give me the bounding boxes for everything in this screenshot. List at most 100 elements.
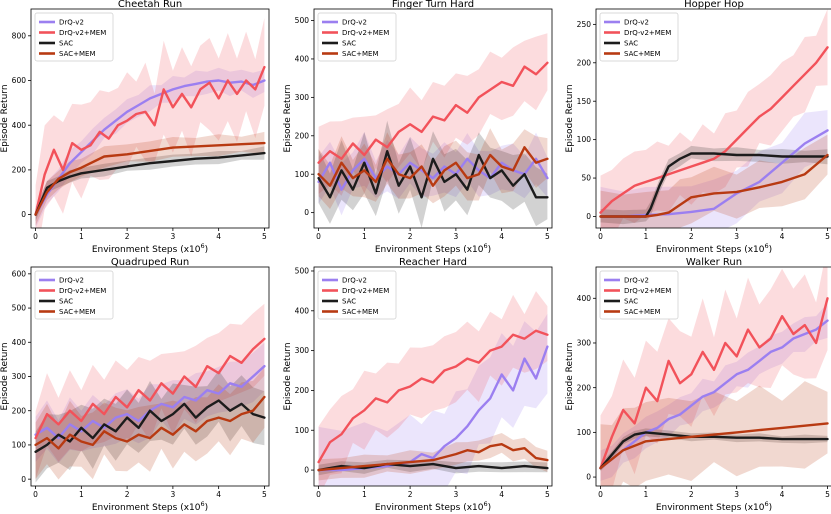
legend-label-sac-plus-mem: SAC+MEM bbox=[624, 50, 661, 58]
x-tick-label: 2 bbox=[125, 232, 130, 241]
y-axis-label: Episode Return bbox=[565, 342, 575, 410]
x-tick-label: 1 bbox=[362, 232, 367, 241]
legend-label-drq-v2: DrQ-v2 bbox=[342, 277, 367, 285]
x-tick-label: 0 bbox=[598, 232, 603, 241]
x-tick-label: 0 bbox=[316, 490, 321, 499]
chart-title: Quadruped Run bbox=[111, 257, 189, 268]
band-sac bbox=[35, 370, 265, 483]
chart-title: Finger Turn Hard bbox=[392, 0, 474, 10]
legend: DrQ-v2 DrQ-v2+MEM SAC SAC+MEM bbox=[317, 12, 397, 62]
legend-label-sac-plus-mem: SAC+MEM bbox=[624, 308, 661, 316]
y-axis-label: Episode Return bbox=[283, 342, 293, 410]
chart-finger-turn-hard: 0 1 2 3 4 5 0 100 200 300 400 500 Finger Turn Hard En… bbox=[283, 0, 553, 255]
y-tick-label: 300 bbox=[295, 93, 310, 102]
band-drq-v2-plus-mem bbox=[35, 18, 265, 228]
y-tick-label: 600 bbox=[12, 269, 27, 278]
x-tick-label: 4 bbox=[216, 490, 221, 499]
x-tick-label: 2 bbox=[125, 490, 130, 499]
legend-label-sac-plus-mem: SAC+MEM bbox=[59, 308, 96, 316]
line-drq-v2-plus-mem bbox=[317, 61, 549, 164]
x-tick-label: 0 bbox=[316, 232, 321, 241]
y-axis-label: Episode Return bbox=[283, 84, 293, 152]
y-tick-label: 0 bbox=[21, 210, 26, 219]
legend-label-sac-plus-mem: SAC+MEM bbox=[342, 308, 379, 316]
x-tick-label: 4 bbox=[499, 490, 504, 499]
y-tick-label: 400 bbox=[295, 55, 310, 64]
y-tick-label: 200 bbox=[295, 131, 310, 140]
legend: DrQ-v2 DrQ-v2+MEM SAC SAC+MEM bbox=[34, 12, 114, 62]
x-tick-label: 0 bbox=[33, 232, 38, 241]
y-tick-label: 200 bbox=[295, 386, 310, 395]
y-axis-label: Episode Return bbox=[0, 84, 10, 152]
axes-frame bbox=[313, 266, 553, 487]
x-tick-label: 4 bbox=[216, 232, 221, 241]
axes-frame bbox=[595, 8, 831, 229]
line-sac-plus-mem bbox=[34, 141, 266, 216]
x-tick-label: 2 bbox=[689, 490, 694, 499]
x-tick-label: 5 bbox=[825, 490, 830, 499]
legend-label-drq-v2-plus-mem: DrQ-v2+MEM bbox=[342, 287, 389, 295]
axes-frame bbox=[30, 8, 270, 229]
legend-label-sac: SAC bbox=[59, 298, 73, 306]
y-tick-label: 0 bbox=[304, 208, 309, 217]
y-tick-label: 400 bbox=[12, 338, 27, 347]
legend-label-drq-v2-plus-mem: DrQ-v2+MEM bbox=[624, 287, 671, 295]
y-tick-label: 200 bbox=[577, 383, 592, 392]
y-tick-label: 100 bbox=[577, 428, 592, 437]
y-tick-label: 100 bbox=[295, 426, 310, 435]
y-tick-label: 300 bbox=[295, 346, 310, 355]
line-sac-plus-mem bbox=[34, 395, 266, 450]
legend-box bbox=[34, 270, 114, 320]
y-axis-label: Episode Return bbox=[0, 342, 10, 410]
x-tick-label: 1 bbox=[79, 232, 84, 241]
line-drq-v2 bbox=[317, 345, 549, 472]
line-sac-plus-mem bbox=[317, 146, 549, 187]
x-tick-label: 3 bbox=[453, 232, 458, 241]
legend-label-sac-plus-mem: SAC+MEM bbox=[59, 50, 96, 58]
y-tick-label: 100 bbox=[295, 170, 310, 179]
x-tick-label: 0 bbox=[598, 490, 603, 499]
line-drq-v2-plus-mem bbox=[34, 337, 266, 440]
x-tick-label: 1 bbox=[644, 490, 649, 499]
chart-reacher-hard: 0 1 2 3 4 5 0 100 200 300 400 500 Reacher Hard Enviro… bbox=[283, 257, 553, 513]
y-tick-label: 300 bbox=[577, 339, 592, 348]
x-tick-label: 3 bbox=[170, 490, 175, 499]
line-sac bbox=[317, 149, 549, 199]
x-axis-label: Environment Steps (x106) bbox=[375, 500, 491, 513]
y-tick-label: 400 bbox=[577, 294, 592, 303]
band-sac bbox=[318, 459, 548, 476]
x-tick-label: 4 bbox=[499, 232, 504, 241]
x-axis-label: Environment Steps (x106) bbox=[92, 242, 208, 255]
chart-quadruped-run: 0 1 2 3 4 5 0 100 200 300 400 500 600 Quadruped Run En… bbox=[0, 257, 270, 513]
y-tick-label: 200 bbox=[12, 165, 27, 174]
y-tick-label: 600 bbox=[12, 76, 27, 85]
x-tick-label: 3 bbox=[734, 490, 739, 499]
legend: DrQ-v2 DrQ-v2+MEM SAC SAC+MEM bbox=[34, 270, 114, 320]
chart-cheetah-run: 0 1 2 3 4 5 0 200 400 600 800 Cheetah Run Environmen… bbox=[0, 0, 270, 255]
y-tick-label: 500 bbox=[295, 267, 310, 276]
x-tick-label: 1 bbox=[644, 232, 649, 241]
band-drq-v2 bbox=[35, 342, 265, 463]
y-tick-label: 400 bbox=[295, 306, 310, 315]
y-tick-label: 100 bbox=[12, 441, 27, 450]
x-tick-label: 4 bbox=[780, 232, 785, 241]
line-sac-plus-mem bbox=[599, 422, 829, 470]
y-tick-label: 500 bbox=[295, 16, 310, 25]
band-drq-v2-plus-mem bbox=[600, 9, 828, 228]
y-tick-label: 50 bbox=[581, 174, 591, 183]
legend-label-drq-v2-plus-mem: DrQ-v2+MEM bbox=[59, 29, 106, 37]
x-axis-label: Environment Steps (x106) bbox=[92, 500, 208, 513]
legend-label-sac: SAC bbox=[59, 40, 73, 48]
y-tick-label: 200 bbox=[12, 406, 27, 415]
legend-label-drq-v2-plus-mem: DrQ-v2+MEM bbox=[342, 29, 389, 37]
band-sac bbox=[318, 120, 548, 228]
line-sac-plus-mem bbox=[317, 443, 549, 472]
x-tick-label: 2 bbox=[689, 232, 694, 241]
legend-label-sac: SAC bbox=[342, 40, 356, 48]
legend: DrQ-v2 DrQ-v2+MEM SAC SAC+MEM bbox=[599, 270, 679, 320]
legend-box bbox=[34, 12, 114, 62]
band-sac-plus-mem bbox=[35, 367, 265, 480]
x-axis-label: Environment Steps (x106) bbox=[375, 242, 491, 255]
